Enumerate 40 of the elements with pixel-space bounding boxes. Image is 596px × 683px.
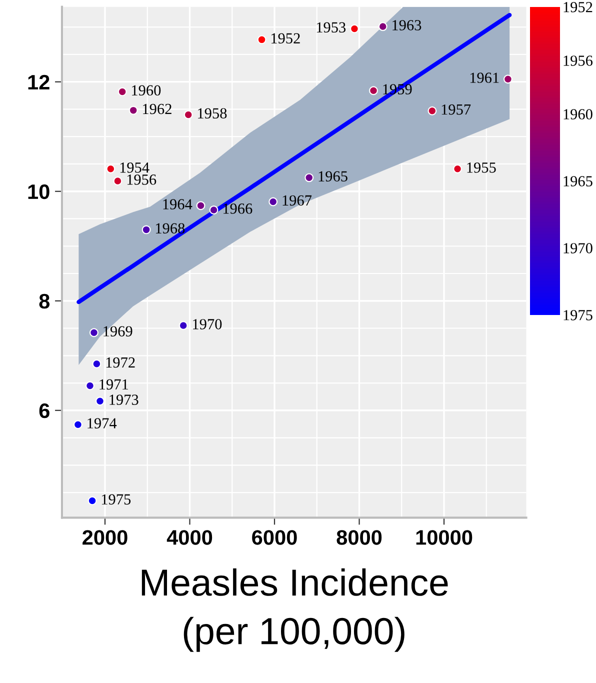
annotation: 1968 [156, 223, 185, 234]
annotation: 1962 [143, 104, 172, 114]
annotation: 1956 [127, 174, 156, 185]
color-bar-label: 1956 [564, 56, 593, 66]
annotation: 1955 [467, 162, 496, 173]
annotation: 1974 [88, 418, 117, 428]
line-series [76, 12, 512, 304]
annotation: 1965 [318, 171, 348, 182]
annotation: 1958 [198, 108, 227, 119]
x-tick-label: 10000 [416, 530, 472, 545]
annotation: 1969 [104, 326, 132, 336]
x-tick-label: 8000 [336, 530, 382, 545]
annotation: 1972 [106, 357, 135, 368]
y-tick-label: 6 [39, 403, 50, 418]
x-tick-label: 6000 [252, 530, 297, 545]
annotation: 1967 [282, 195, 312, 206]
annotation: 1971 [100, 379, 128, 390]
annotation: 1961 [470, 72, 499, 83]
y-tick-label: 8 [39, 294, 50, 309]
annotation: 1952 [271, 33, 300, 44]
y-tick-label: 10 [28, 184, 50, 200]
annotation: 1953 [316, 22, 346, 33]
color-bar-label: 1965 [564, 176, 592, 186]
color-bar-label: 1975 [564, 310, 592, 320]
color-bar-label: 1952 [564, 2, 592, 12]
color-bar-label: 1970 [564, 243, 592, 254]
x-tick-label: 4000 [166, 530, 212, 545]
annotation: 1973 [110, 394, 138, 405]
annotation: 1964 [163, 199, 192, 210]
x-tick-label: 2000 [82, 530, 128, 545]
x-axis-title: Measles Incidence (per 100,000) [142, 568, 448, 652]
y-tick-label: 12 [28, 74, 50, 90]
annotation: 1970 [193, 319, 222, 330]
annotation: 1963 [392, 20, 422, 30]
annotation: 1957 [442, 104, 471, 115]
annotation: 1960 [132, 85, 161, 96]
annotation: 1954 [120, 162, 150, 173]
annotation: 1975 [102, 494, 131, 505]
annotation: 1966 [223, 204, 252, 214]
color-bar-label: 1960 [564, 109, 592, 120]
